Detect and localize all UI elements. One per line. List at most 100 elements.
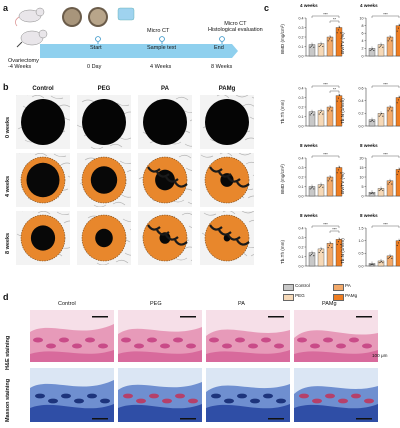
chart-title: 8 weeks — [300, 143, 318, 148]
significance-label: *** — [383, 83, 388, 87]
data-point — [373, 121, 375, 123]
legend-swatch-control — [283, 284, 294, 291]
y-tick-label: 0.1 — [299, 45, 304, 49]
masson-stain-image — [118, 368, 202, 422]
scale-bar — [268, 418, 284, 420]
bar — [377, 44, 385, 57]
significance-bracket — [329, 90, 340, 93]
data-point — [369, 264, 371, 266]
data-point — [318, 186, 320, 188]
bar-chart: 0.0 0.1 0.2 0.3 0.4 *** — [299, 153, 343, 198]
data-point — [310, 112, 312, 115]
scaffold-icon — [62, 7, 135, 27]
scale-bar — [356, 316, 372, 318]
y-tick-label: 0.2 — [299, 175, 304, 179]
bar — [317, 248, 325, 267]
y-tick-label: 0.2 — [299, 245, 304, 249]
week8-label: 8 Weeks — [211, 64, 233, 70]
data-point — [313, 188, 315, 190]
y-tick-label: 0.4 — [299, 16, 304, 20]
significance-label: *** — [332, 228, 337, 232]
significance-bracket — [371, 155, 400, 158]
data-point — [331, 40, 333, 42]
masson-stain-image — [206, 368, 290, 422]
data-point — [378, 115, 380, 117]
y-tick-label: 0.4 — [299, 156, 304, 160]
data-point — [379, 114, 381, 116]
data-point — [309, 46, 311, 48]
bar — [377, 113, 385, 127]
y-tick-label: 0.0 — [299, 194, 304, 198]
micro-ct-scan — [200, 211, 254, 265]
data-point — [391, 40, 393, 42]
data-point — [340, 100, 342, 102]
scale-bar — [356, 418, 372, 420]
chart-ylabel: BV/TV (%) — [340, 172, 345, 194]
scale-bar — [92, 316, 108, 318]
data-point — [382, 115, 384, 117]
data-point — [337, 29, 339, 31]
significance-bracket — [311, 85, 340, 88]
significance-label: *** — [383, 13, 388, 17]
legend-swatch-pa — [333, 284, 344, 291]
significance-label: *** — [383, 223, 388, 227]
y-tick-label: 10 — [360, 175, 364, 179]
micro-ct-scan — [138, 211, 192, 265]
data-point — [319, 112, 321, 114]
data-point — [331, 247, 333, 249]
data-point — [330, 242, 332, 244]
hist-col-pa: PA — [238, 301, 245, 307]
legend-peg: PEG — [295, 293, 305, 298]
data-point — [388, 182, 390, 184]
y-tick-label: 0 — [362, 54, 364, 58]
bar — [326, 106, 334, 127]
data-point — [312, 44, 314, 46]
data-point — [397, 171, 399, 173]
chart-title: 8 weeks — [300, 213, 318, 218]
scale-bar — [180, 418, 196, 420]
data-point — [319, 250, 321, 252]
chart-title: 8 weeks — [360, 213, 378, 218]
micro-ct-scan — [77, 211, 131, 265]
data-point — [309, 114, 311, 116]
ovariectomy-label: Ovariectomy -4 Weeks — [8, 58, 39, 71]
data-point — [331, 180, 333, 182]
start-label: Start — [90, 45, 102, 51]
data-point — [336, 100, 338, 102]
bar — [386, 180, 394, 197]
data-point — [378, 46, 380, 48]
chart-ylabel: Tb.N (1/mm) — [340, 238, 345, 264]
data-point — [387, 257, 389, 259]
data-point — [328, 38, 330, 40]
data-point — [327, 110, 329, 112]
y-tick-label: 0 — [362, 194, 364, 198]
data-point — [322, 186, 324, 188]
data-point — [321, 248, 323, 250]
data-point — [339, 166, 341, 168]
hist-row-he: H&E staining — [5, 335, 11, 370]
data-point — [388, 256, 390, 258]
chart-title: 4 weeks — [300, 3, 318, 8]
data-point — [321, 184, 323, 186]
data-point — [387, 40, 389, 42]
bar — [317, 184, 325, 197]
significance-bracket — [329, 20, 340, 23]
data-point — [319, 44, 321, 46]
y-tick-label: 20 — [360, 156, 364, 160]
bar — [308, 252, 316, 267]
y-tick-label: 0.1 — [299, 115, 304, 119]
bar — [395, 169, 400, 197]
chart-title: 4 weeks — [360, 3, 378, 8]
ct-col-control: Control — [32, 86, 54, 92]
data-point — [310, 253, 312, 255]
y-tick-label: 0.3 — [299, 236, 304, 240]
legend-pa: PA — [345, 283, 351, 288]
micro-ct-histology-label: Micro CT Histological evaluation — [208, 21, 263, 34]
data-point — [388, 108, 390, 110]
hist-col-control: Control — [58, 301, 76, 307]
data-point — [339, 238, 341, 240]
data-point — [378, 262, 380, 264]
ct-row-8w: 8 weeks — [5, 232, 11, 254]
data-point — [313, 255, 315, 257]
day0-label: 0 Day — [87, 64, 102, 70]
